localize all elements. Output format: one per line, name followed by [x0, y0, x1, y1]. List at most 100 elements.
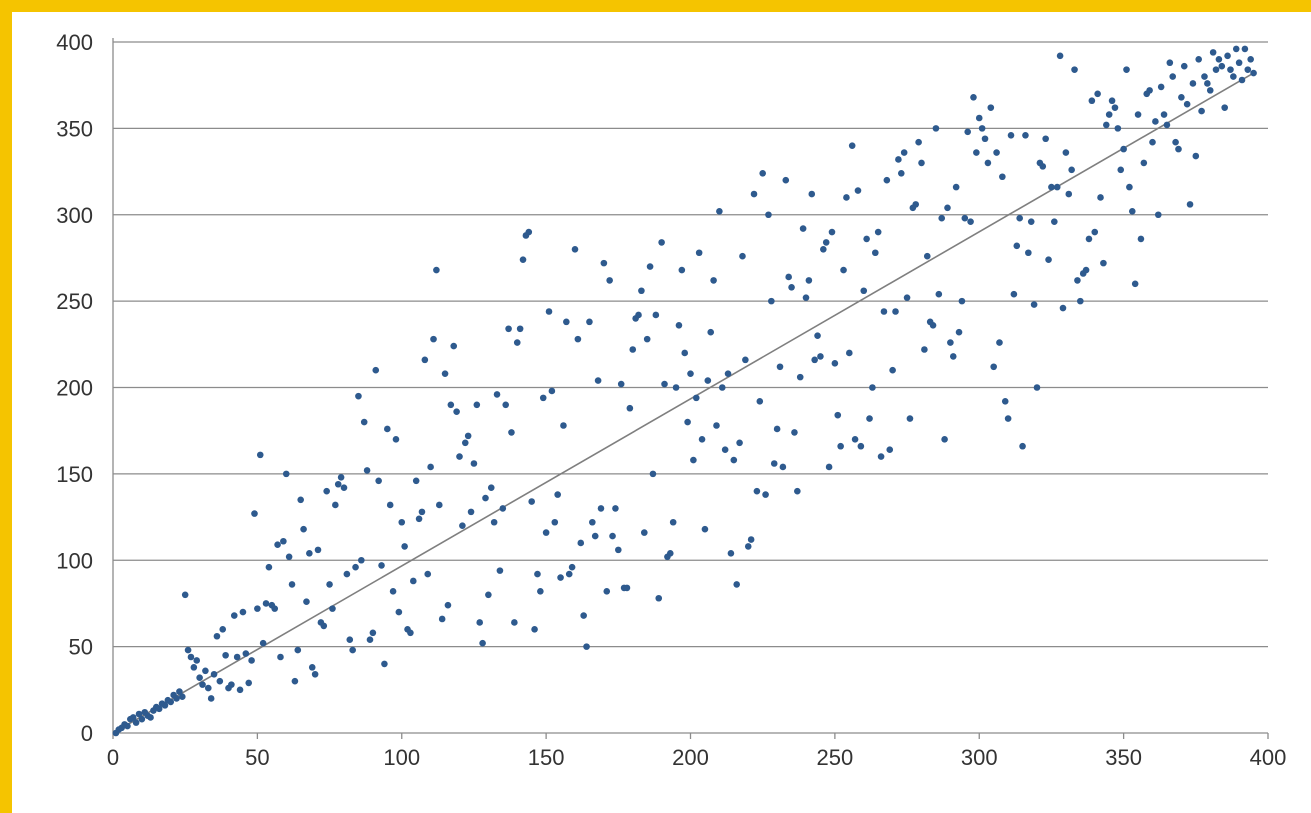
data-point	[906, 415, 914, 422]
data-point	[961, 214, 969, 222]
data-point	[1059, 304, 1067, 312]
data-point	[1247, 55, 1254, 63]
y-tick-label: 150	[56, 462, 93, 487]
data-point	[591, 532, 599, 540]
data-point	[721, 446, 729, 453]
data-point	[456, 453, 463, 460]
data-point	[681, 349, 689, 357]
data-point	[147, 714, 154, 721]
data-point	[236, 686, 244, 694]
data-point	[210, 670, 218, 678]
data-point	[412, 477, 420, 485]
data-point	[248, 657, 255, 664]
data-point	[915, 138, 922, 146]
x-tick-label: 100	[383, 745, 420, 770]
data-point	[464, 432, 472, 440]
data-point	[1105, 111, 1113, 118]
data-point	[280, 537, 287, 545]
data-point	[485, 591, 492, 599]
data-point	[756, 398, 764, 405]
data-point	[202, 667, 209, 675]
data-point	[1163, 121, 1171, 129]
data-point	[897, 169, 905, 177]
data-point	[444, 601, 452, 609]
data-point	[805, 277, 813, 284]
data-point	[1123, 66, 1130, 73]
data-point	[987, 104, 995, 111]
data-point	[531, 626, 538, 633]
data-point	[1160, 111, 1168, 118]
data-point	[975, 114, 983, 122]
data-point	[308, 664, 316, 671]
data-point	[733, 581, 740, 588]
data-point	[860, 287, 868, 295]
data-point	[358, 556, 365, 564]
data-point	[155, 705, 163, 713]
data-point	[1227, 66, 1234, 73]
data-point	[407, 629, 414, 637]
y-tick-label: 400	[56, 30, 93, 55]
data-point	[487, 484, 495, 491]
data-point	[557, 574, 564, 581]
data-point	[537, 588, 544, 595]
data-point	[161, 702, 169, 709]
data-point	[799, 225, 807, 232]
data-point	[542, 529, 550, 536]
data-point	[450, 342, 458, 350]
data-point	[1042, 135, 1049, 143]
data-point	[589, 518, 596, 526]
data-point	[563, 318, 570, 326]
data-point	[1010, 290, 1018, 298]
data-point	[768, 297, 775, 305]
data-point	[482, 494, 489, 502]
data-point	[1016, 214, 1023, 222]
data-point	[941, 436, 948, 443]
data-point	[360, 418, 368, 426]
data-point	[580, 612, 587, 619]
data-point	[181, 591, 189, 599]
data-point	[551, 518, 559, 526]
x-tick-label: 400	[1250, 745, 1287, 770]
data-point	[978, 125, 986, 132]
data-point	[1189, 80, 1197, 87]
data-point	[923, 252, 931, 260]
data-point	[747, 536, 755, 543]
data-point	[219, 626, 227, 633]
data-point	[1071, 66, 1078, 73]
data-point	[1201, 73, 1208, 80]
data-point	[846, 349, 853, 357]
data-point	[326, 581, 333, 588]
data-point	[1180, 62, 1188, 70]
data-point	[1250, 69, 1257, 77]
data-point	[690, 456, 697, 464]
data-point	[1241, 45, 1249, 53]
data-point	[834, 411, 842, 419]
data-point	[958, 297, 966, 305]
data-point	[282, 470, 290, 478]
data-point	[707, 328, 715, 336]
data-point	[184, 646, 192, 654]
data-point	[883, 176, 891, 184]
data-point	[230, 612, 238, 619]
data-point	[438, 615, 446, 623]
data-point	[366, 636, 374, 644]
data-point	[352, 563, 359, 571]
data-point	[684, 418, 691, 426]
data-point	[970, 93, 977, 101]
data-point	[669, 518, 677, 526]
data-point	[652, 311, 660, 319]
data-point	[794, 487, 801, 495]
data-point	[285, 553, 293, 561]
data-point	[704, 377, 712, 384]
data-point	[1215, 55, 1223, 63]
data-point	[539, 394, 547, 402]
data-point	[675, 322, 683, 329]
data-point	[424, 570, 432, 578]
data-point	[337, 474, 345, 481]
data-point	[666, 550, 674, 557]
data-point	[372, 366, 380, 374]
data-point	[239, 608, 247, 616]
data-point	[641, 529, 648, 536]
data-point	[508, 429, 515, 436]
data-point	[505, 325, 512, 333]
